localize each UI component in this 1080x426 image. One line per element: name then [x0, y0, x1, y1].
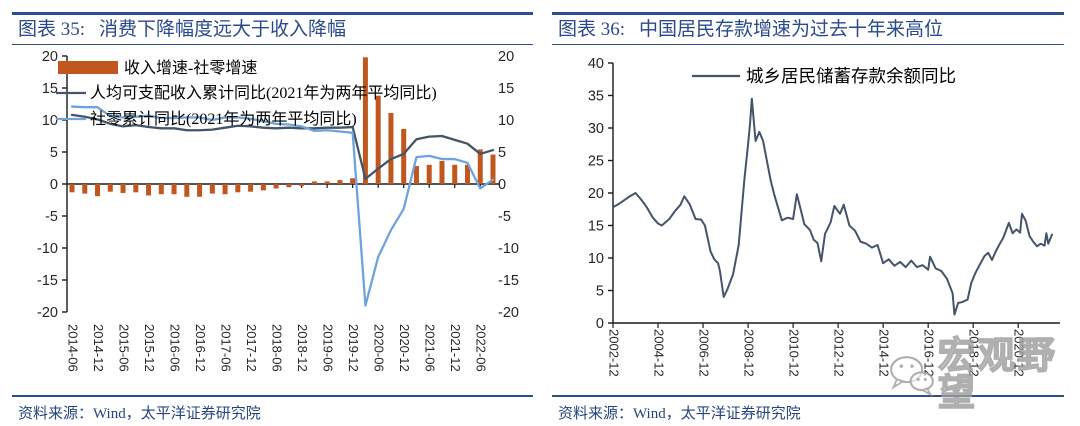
svg-text:2016-12: 2016-12 — [922, 329, 937, 377]
svg-text:2015-06: 2015-06 — [117, 324, 132, 372]
svg-text:10: 10 — [42, 113, 58, 129]
figure-35-source-note: 资料来源：Wind，太平洋证券研究院 — [18, 405, 261, 422]
svg-text:10: 10 — [588, 251, 604, 267]
svg-text:20: 20 — [498, 49, 514, 65]
svg-text:2004-12: 2004-12 — [652, 329, 667, 377]
income-line-series — [70, 113, 495, 181]
svg-text:0: 0 — [498, 177, 506, 193]
legend: 城乡居民储蓄存款余额同比 — [692, 66, 956, 86]
svg-text:25: 25 — [588, 154, 604, 170]
svg-text:2015-12: 2015-12 — [142, 324, 157, 372]
svg-text:-5: -5 — [498, 209, 511, 225]
svg-text:2006-12: 2006-12 — [697, 329, 712, 377]
svg-text:10: 10 — [498, 113, 514, 129]
svg-text:2018-06: 2018-06 — [270, 324, 285, 372]
svg-text:2021-12: 2021-12 — [448, 324, 463, 372]
svg-text:40: 40 — [588, 56, 604, 72]
svg-text:2020-12: 2020-12 — [1012, 329, 1027, 377]
figure-36-title-text: 中国居民存款增速为过去十年来高位 — [639, 18, 944, 40]
svg-text:2021-06: 2021-06 — [423, 324, 438, 372]
svg-text:0: 0 — [50, 177, 58, 193]
svg-text:-10: -10 — [498, 241, 519, 257]
svg-text:20: 20 — [42, 49, 58, 65]
svg-text:15: 15 — [498, 81, 514, 97]
svg-text:-15: -15 — [498, 273, 519, 289]
svg-text:-20: -20 — [37, 305, 58, 321]
svg-text:2016-06: 2016-06 — [168, 324, 183, 372]
figure-35-title: 图表 35: 消费下降幅度远大于收入降幅 — [12, 15, 533, 44]
svg-text:2020-06: 2020-06 — [372, 324, 387, 372]
svg-text:2016-12: 2016-12 — [193, 324, 208, 372]
svg-text:2019-12: 2019-12 — [346, 324, 361, 372]
svg-text:2019-06: 2019-06 — [321, 324, 336, 372]
svg-text:2020-12: 2020-12 — [397, 324, 412, 372]
figure-36-title-rule — [552, 43, 1064, 45]
x-axis: 2014-06 2014-12 2015-06 2015-12 2016-06 2016-… — [66, 183, 499, 372]
figure-35-panel: 图表 35: 消费下降幅度远大于收入降幅 -20 -20 -15 -15 -10 -10 -5… — [12, 12, 533, 423]
svg-text:5: 5 — [596, 284, 604, 300]
svg-text:-20: -20 — [498, 305, 519, 321]
svg-text:30: 30 — [588, 121, 604, 137]
retail-line-series — [70, 105, 495, 307]
figure-36-panel: 图表 36: 中国居民存款增速为过去十年来高位 0 5 10 15 20 25 30 35 40 2… — [552, 12, 1064, 423]
svg-text:2017-12: 2017-12 — [244, 324, 259, 372]
svg-text:人均可支配收入累计同比(2021年为两年平均同比): 人均可支配收入累计同比(2021年为两年平均同比) — [90, 84, 437, 102]
svg-text:15: 15 — [588, 219, 604, 235]
svg-text:2012-12: 2012-12 — [832, 329, 847, 377]
svg-text:20: 20 — [588, 186, 604, 202]
svg-text:城乡居民储蓄存款余额同比: 城乡居民储蓄存款余额同比 — [746, 66, 956, 86]
svg-text:2014-12: 2014-12 — [91, 324, 106, 372]
y-axis: 0 5 10 15 20 25 30 35 40 — [588, 56, 614, 332]
svg-text:0: 0 — [596, 316, 604, 332]
figure-35-title-rule — [12, 43, 533, 45]
svg-text:-15: -15 — [37, 273, 58, 289]
deposit-line-series — [612, 97, 1053, 316]
svg-text:35: 35 — [588, 89, 604, 105]
figure-35-top-rule — [12, 12, 533, 15]
figure-35-title-text: 消费下降幅度远大于收入降幅 — [99, 18, 347, 40]
svg-text:2017-06: 2017-06 — [219, 324, 234, 372]
svg-text:15: 15 — [42, 81, 58, 97]
svg-text:2022-06: 2022-06 — [474, 324, 489, 372]
figure-36-top-rule — [552, 12, 1064, 15]
x-axis: 2002-12 2004-12 2006-12 2008-12 2010-12 2012-… — [607, 322, 1060, 377]
svg-text:-10: -10 — [37, 241, 58, 257]
bar-series-income-minus-retail — [69, 57, 496, 197]
svg-text:2014-12: 2014-12 — [877, 329, 892, 377]
svg-text:2018-12: 2018-12 — [295, 324, 310, 372]
svg-text:5: 5 — [498, 145, 506, 161]
figure-35-footer-rule — [12, 395, 533, 397]
svg-text:社零累计同比(2021年为两年平均同比): 社零累计同比(2021年为两年平均同比) — [90, 110, 357, 128]
svg-text:2010-12: 2010-12 — [787, 329, 802, 377]
figure-36-title-prefix: 图表 36: — [558, 18, 626, 40]
svg-text:5: 5 — [50, 145, 58, 161]
svg-text:2002-12: 2002-12 — [607, 329, 622, 377]
svg-text:收入增速-社零增速: 收入增速-社零增速 — [124, 59, 257, 77]
svg-text:2018-12: 2018-12 — [967, 329, 982, 377]
svg-text:-5: -5 — [45, 209, 58, 225]
figure-36-title: 图表 36: 中国居民存款增速为过去十年来高位 — [552, 15, 1064, 44]
figure-36-source-note: 资料来源：Wind，太平洋证券研究院 — [558, 405, 801, 422]
svg-text:2014-06: 2014-06 — [66, 324, 81, 372]
figure-36-footer-rule — [552, 395, 1064, 397]
figure-35-title-prefix: 图表 35: — [18, 18, 86, 40]
svg-text:2008-12: 2008-12 — [742, 329, 757, 377]
